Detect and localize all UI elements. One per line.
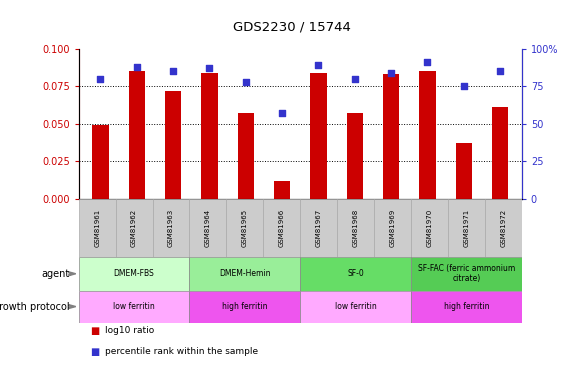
Text: log10 ratio: log10 ratio xyxy=(105,326,154,335)
Text: GSM81962: GSM81962 xyxy=(131,209,137,247)
Point xyxy=(496,68,505,74)
Text: GSM81965: GSM81965 xyxy=(242,209,248,247)
Point xyxy=(168,68,178,74)
Text: ■: ■ xyxy=(90,347,100,357)
Text: GSM81969: GSM81969 xyxy=(389,209,395,247)
Bar xyxy=(226,199,264,257)
Bar xyxy=(189,257,300,291)
Text: GSM81970: GSM81970 xyxy=(427,209,433,247)
Text: GSM81961: GSM81961 xyxy=(94,209,100,247)
Bar xyxy=(455,143,472,199)
Bar xyxy=(115,199,153,257)
Bar xyxy=(300,291,411,322)
Bar xyxy=(448,199,485,257)
Bar xyxy=(300,199,337,257)
Text: GSM81968: GSM81968 xyxy=(353,209,359,247)
Bar xyxy=(79,199,115,257)
Bar xyxy=(264,199,300,257)
Text: agent: agent xyxy=(42,269,70,279)
Text: percentile rank within the sample: percentile rank within the sample xyxy=(105,347,258,356)
Bar xyxy=(189,199,226,257)
Bar xyxy=(300,257,411,291)
Text: high ferritin: high ferritin xyxy=(444,302,489,311)
Text: SF-FAC (ferric ammonium
citrate): SF-FAC (ferric ammonium citrate) xyxy=(418,264,515,284)
Text: GDS2230 / 15744: GDS2230 / 15744 xyxy=(233,21,350,34)
Bar xyxy=(189,291,300,322)
Bar xyxy=(238,113,254,199)
Bar xyxy=(274,181,290,199)
Point xyxy=(241,79,251,85)
Bar xyxy=(310,73,326,199)
Bar xyxy=(92,125,108,199)
Bar xyxy=(374,199,411,257)
Bar xyxy=(485,199,522,257)
Bar xyxy=(492,107,508,199)
Text: low ferritin: low ferritin xyxy=(335,302,377,311)
Text: GSM81971: GSM81971 xyxy=(463,209,469,247)
Bar xyxy=(411,199,448,257)
Bar xyxy=(411,257,522,291)
Point xyxy=(387,70,396,76)
Text: high ferritin: high ferritin xyxy=(222,302,268,311)
Text: DMEM-Hemin: DMEM-Hemin xyxy=(219,269,271,278)
Bar xyxy=(383,74,399,199)
Bar xyxy=(201,73,217,199)
Point xyxy=(350,76,359,82)
Text: GSM81964: GSM81964 xyxy=(205,209,211,247)
Text: growth protocol: growth protocol xyxy=(0,302,70,312)
Bar xyxy=(153,199,189,257)
Text: GSM81967: GSM81967 xyxy=(316,209,322,247)
Text: SF-0: SF-0 xyxy=(347,269,364,278)
Bar xyxy=(129,71,145,199)
Text: GSM81966: GSM81966 xyxy=(279,209,285,247)
Point xyxy=(132,64,142,70)
Point xyxy=(314,62,323,68)
Text: DMEM-FBS: DMEM-FBS xyxy=(114,269,154,278)
Bar xyxy=(419,71,436,199)
Point xyxy=(205,65,214,71)
Bar xyxy=(337,199,374,257)
Bar xyxy=(346,113,363,199)
Text: low ferritin: low ferritin xyxy=(113,302,155,311)
Point xyxy=(96,76,105,82)
Text: ■: ■ xyxy=(90,326,100,336)
Bar xyxy=(411,291,522,322)
Bar xyxy=(79,291,189,322)
Point xyxy=(423,59,432,65)
Point xyxy=(278,110,287,116)
Bar xyxy=(165,91,181,199)
Text: GSM81972: GSM81972 xyxy=(500,209,506,247)
Point xyxy=(459,83,468,89)
Bar xyxy=(79,257,189,291)
Text: GSM81963: GSM81963 xyxy=(168,209,174,247)
